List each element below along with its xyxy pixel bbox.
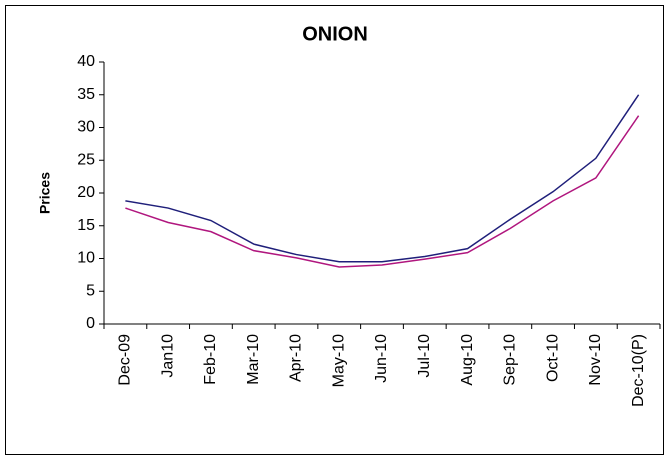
chart-title: ONION [302, 23, 368, 45]
x-tick-label: May-10 [330, 334, 347, 387]
x-tick-label: Nov-10 [587, 334, 604, 386]
y-tick-label: 20 [77, 184, 95, 201]
x-tick-label: Apr-10 [288, 334, 305, 382]
y-tick-label: 10 [77, 250, 95, 267]
x-tick-label: Jul-10 [416, 334, 433, 378]
x-tick-label: Sep-10 [502, 334, 519, 386]
line-series [125, 115, 640, 268]
x-tick-label: Mar-10 [245, 334, 262, 385]
y-tick-label: 40 [77, 53, 95, 70]
x-tick-label: Aug-10 [459, 334, 476, 386]
x-tick-label: Jan10 [159, 334, 176, 378]
y-tick-label: 0 [86, 315, 95, 332]
x-tick-label: Dec-09 [117, 334, 134, 386]
x-tick-label: Jun-10 [373, 334, 390, 383]
y-tick-label: 35 [77, 86, 95, 103]
y-tick-label: 5 [86, 282, 95, 299]
line-series [125, 94, 640, 263]
x-tick-label: Dec-10(P) [630, 334, 647, 407]
y-tick-label: 25 [77, 151, 95, 168]
x-tick-label: Feb-10 [202, 334, 219, 385]
chart-border [5, 5, 664, 455]
x-tick-label: Oct-10 [544, 334, 561, 382]
y-axis-label: Prices [37, 172, 53, 214]
y-tick-label: 30 [77, 119, 95, 136]
y-tick-label: 15 [77, 217, 95, 234]
